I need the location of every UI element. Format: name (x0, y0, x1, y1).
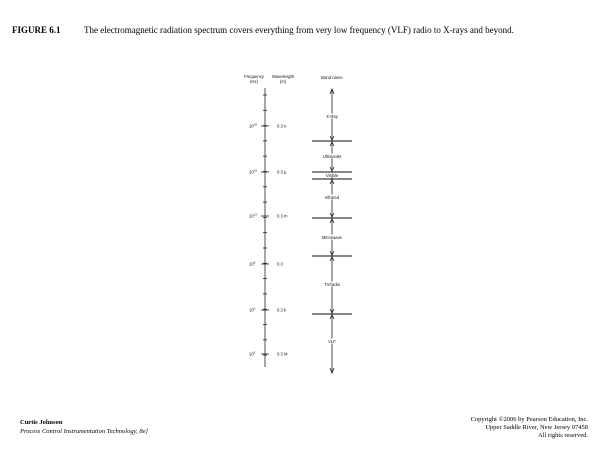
arrowhead (329, 135, 335, 141)
label-bg (316, 194, 348, 200)
label-bg (316, 113, 348, 119)
figure-label: FIGURE 6.1 (12, 25, 61, 35)
label-bg (316, 338, 348, 344)
band-label: TV/radio (324, 282, 340, 287)
arrowhead (329, 256, 335, 262)
author: Curtis Johnson (20, 419, 63, 426)
frequency-exponent: 18 (254, 123, 258, 127)
column-header: Wavelength (272, 74, 295, 79)
copyright: Upper Saddle River, New Jersey 07458 (485, 424, 588, 431)
arrowhead (329, 314, 335, 320)
copyright: Copyright ©2006 by Pearson Education, In… (471, 416, 589, 423)
column-header: (Hz) (250, 79, 259, 84)
wavelength-label: 0.3 m (277, 214, 288, 219)
frequency-base: 10 (249, 352, 254, 357)
arrowhead (329, 218, 335, 224)
band-label: X-Ray (326, 114, 339, 119)
band-label: Visible (326, 173, 339, 178)
figure-caption: The electromagnetic radiation spectrum c… (84, 25, 514, 35)
arrowhead (329, 166, 335, 172)
arrowhead (329, 179, 335, 185)
band-label: Microwave (322, 235, 343, 240)
label-bg (316, 172, 348, 178)
wavelength-label: 0.3 (277, 262, 283, 267)
frequency-base: 10 (249, 262, 254, 267)
frequency-label: 1018 (249, 123, 257, 129)
frequency-label: 109 (249, 261, 256, 267)
scale-axis (263, 88, 267, 367)
wavelength-label: 0.3 k (277, 308, 287, 313)
frequency-base: 10 (249, 308, 254, 313)
frequency-label: 103 (249, 351, 256, 357)
book-title: Process Control Instrumentation Technolo… (19, 428, 148, 435)
frequency-label: 1015 (249, 169, 257, 175)
band-label: VLF (328, 339, 336, 344)
frequency-label: 106 (249, 307, 256, 313)
arrowhead (329, 250, 335, 256)
frequency-exponent: 15 (254, 169, 258, 173)
band-label: Infrared (325, 195, 340, 200)
frequency-base: 10 (249, 214, 254, 219)
copyright: All rights reserved. (538, 432, 588, 439)
arrowhead (329, 212, 335, 218)
frequency-base: 10 (249, 124, 254, 129)
arrowhead (329, 308, 335, 314)
frequency-base: 10 (249, 170, 254, 175)
frequency-exponent: 12 (254, 213, 258, 217)
column-header: Frequency (244, 74, 265, 79)
column-header: (m) (280, 79, 287, 84)
frequency-exponent: 6 (254, 307, 256, 311)
band-label: Ultraviolet (323, 154, 342, 159)
band-axis: X-Ray Ultraviolet Visible Infrared Microwave… (312, 87, 352, 375)
frequency-exponent: 9 (254, 261, 256, 265)
column-header: Band name (321, 75, 343, 80)
label-bg (316, 234, 348, 240)
frequency-label: 1012 (249, 213, 257, 219)
label-bg (316, 281, 348, 287)
arrowhead (329, 141, 335, 147)
frequency-exponent: 3 (254, 351, 256, 355)
wavelength-label: 0.3 M (277, 352, 288, 357)
label-bg (316, 153, 348, 159)
wavelength-label: 0.3 n (277, 124, 287, 129)
wavelength-label: 0.3 μ (277, 170, 287, 175)
